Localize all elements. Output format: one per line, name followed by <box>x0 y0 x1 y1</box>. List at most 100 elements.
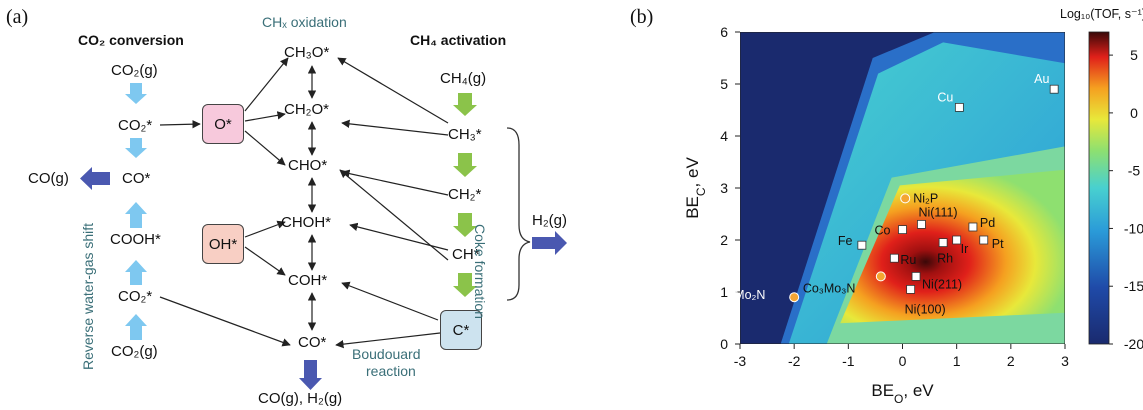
material-label: Co₃Mo₃N <box>803 281 856 295</box>
panel-a-reaction-network: (a) CO₂ conversion CHₓ oxidation CH₄ act… <box>6 6 567 407</box>
y-tick-label: 2 <box>720 232 728 248</box>
cooh-adsorbed: COOH* <box>110 231 161 248</box>
x-tick-label: 0 <box>899 353 907 369</box>
rwgs-label: Reverse water-gas shift <box>80 222 96 370</box>
material-label: Pd <box>980 216 995 230</box>
material-marker-square <box>952 235 962 245</box>
material-marker-square <box>968 222 978 232</box>
x-tick-label: -1 <box>842 353 855 369</box>
h2-brace <box>506 127 531 301</box>
material-label: Ru <box>900 253 916 267</box>
ch4-column-arrows <box>453 93 477 297</box>
material-label: Co <box>875 224 891 238</box>
panel-b-volcano-plot: (b) <box>590 0 1143 410</box>
material-marker-circle <box>875 271 886 282</box>
y-tick-label: 6 <box>720 24 728 40</box>
co2-column-arrows <box>125 83 147 158</box>
x-tick-label: -2 <box>788 353 801 369</box>
o-box-label: O* <box>214 115 232 133</box>
material-marker-square <box>979 235 989 245</box>
y-tick-label: 0 <box>720 336 728 352</box>
colorbar-tick-label: -15 <box>1124 278 1143 294</box>
ch4-gas: CH₄(g) <box>440 70 487 87</box>
material-label: Ni(211) <box>922 277 962 291</box>
coke-formation-label: Coke formation <box>472 224 488 319</box>
boudouard-label-2: reaction <box>366 363 416 379</box>
co2-gas-top: CO₂(g) <box>111 62 158 79</box>
bottom-product-label: CO(g), H₂(g) <box>258 390 343 407</box>
material-marker-square <box>889 253 899 263</box>
colorbar-tick-label: -20 <box>1124 336 1143 352</box>
co2-adsorbed: CO₂* <box>118 117 153 134</box>
coh-adsorbed: COH* <box>288 272 328 289</box>
material-marker-square <box>1049 84 1059 94</box>
oh-box-label: OH* <box>208 235 238 253</box>
material-label: Pt <box>992 237 1004 251</box>
c-adsorbate-box: C* <box>440 310 482 350</box>
x-tick-label: 3 <box>1061 353 1069 369</box>
material-label: Ir <box>961 242 969 256</box>
c-box-label: C* <box>452 321 470 339</box>
material-label: Rh <box>937 252 953 266</box>
heatmap-hot-region <box>840 169 1065 324</box>
material-marker-circle <box>789 292 800 303</box>
material-label: Mo₂N <box>734 288 765 302</box>
o-adsorbate-box: O* <box>202 104 244 144</box>
y-tick-label: 3 <box>720 180 728 196</box>
boudouard-label-1: Boudouard <box>352 346 421 362</box>
ch2o-adsorbed: CH₂O* <box>284 101 329 118</box>
material-marker-circle <box>900 193 911 204</box>
co2-gas-bottom: CO₂(g) <box>111 343 158 360</box>
y-tick-label: 5 <box>720 76 728 92</box>
reaction-arrows <box>80 57 567 390</box>
x-axis-label: BEO, eV <box>871 381 934 406</box>
panel-b-label: (b) <box>630 6 654 28</box>
colorbar-tick-label: -5 <box>1128 163 1141 179</box>
co-adsorbed: CO* <box>122 170 151 187</box>
material-label: Fe <box>838 234 853 248</box>
material-marker-square <box>906 284 916 294</box>
material-marker-square <box>911 271 921 281</box>
material-label: Ni₂P <box>913 191 938 205</box>
material-marker-square <box>938 238 948 248</box>
y-axis-label: BEC, eV <box>683 157 708 219</box>
co-gas-label: CO(g) <box>28 170 69 187</box>
co-adsorbed-bottom: CO* <box>298 334 327 351</box>
co2-conversion-header: CO₂ conversion <box>78 32 184 48</box>
ch2-adsorbed: CH₂* <box>448 186 482 203</box>
ch3o-adsorbed: CH₃O* <box>284 44 330 61</box>
material-marker-square <box>857 240 867 250</box>
ch3-adsorbed: CH₃* <box>448 126 482 143</box>
colorbar-title: Log₁₀(TOF, s⁻¹) <box>1060 7 1143 21</box>
co2-column-up-arrows <box>125 202 147 340</box>
chx-oxidation-header: CHₓ oxidation <box>262 14 347 30</box>
x-tick-label: 2 <box>1007 353 1015 369</box>
colorbar-gradient <box>1088 31 1110 345</box>
colorbar-tick-label: -10 <box>1124 220 1143 236</box>
ch-adsorbed: CH* <box>452 246 480 263</box>
colorbar: 5 0 -5 -10 -15 -20 Log₁₀(TOF, s⁻¹) <box>1060 7 1143 352</box>
x-tick-label: -3 <box>734 353 747 369</box>
material-label: Cu <box>937 90 953 104</box>
y-tick-label: 4 <box>720 128 728 144</box>
choh-adsorbed: CHOH* <box>281 214 332 231</box>
material-label: Ni(100) <box>905 302 946 316</box>
panel-a-label: (a) <box>6 6 29 28</box>
material-label: Ni(111) <box>918 205 957 219</box>
y-tick-label: 1 <box>720 284 728 300</box>
h2-arrow <box>532 231 567 255</box>
material-marker-square <box>898 225 907 235</box>
x-tick-label: 1 <box>953 353 961 369</box>
colorbar-tick-label: 0 <box>1130 105 1138 121</box>
material-label: Au <box>1034 72 1049 86</box>
oh-adsorbate-box: OH* <box>202 224 244 264</box>
h2-gas-label: H₂(g) <box>532 212 567 229</box>
heatmap-area <box>740 32 1065 344</box>
ch4-activation-header: CH₄ activation <box>410 32 507 48</box>
material-marker-square <box>954 103 964 112</box>
co2-adsorbed-lower: CO₂* <box>118 288 153 305</box>
material-marker-square <box>917 219 926 229</box>
cho-adsorbed: CHO* <box>288 157 328 174</box>
co-gas-arrow <box>80 167 110 190</box>
